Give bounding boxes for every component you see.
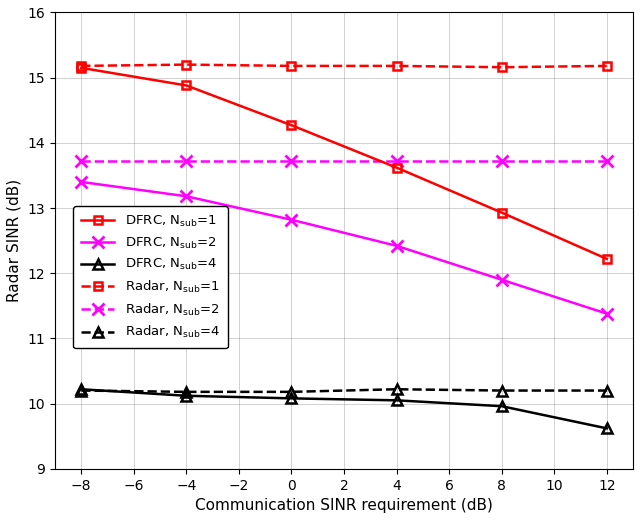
Y-axis label: Radar SINR (dB): Radar SINR (dB) [7,179,22,302]
Legend: DFRC, N$_\mathregular{sub}$=1, DFRC, N$_\mathregular{sub}$=2, DFRC, N$_\mathregu: DFRC, N$_\mathregular{sub}$=1, DFRC, N$_… [73,206,228,348]
X-axis label: Communication SINR requirement (dB): Communication SINR requirement (dB) [195,498,493,513]
